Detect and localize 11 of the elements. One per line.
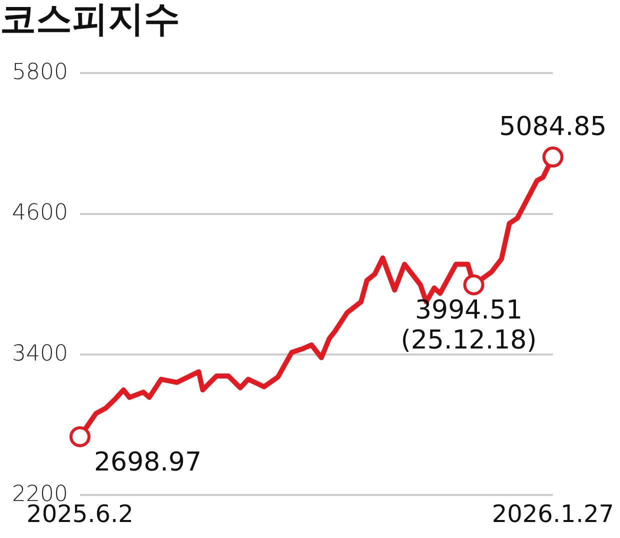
y-tick-label: 3400: [12, 341, 68, 366]
annotation: 5084.85: [499, 112, 607, 142]
y-tick-label: 5800: [12, 60, 68, 85]
x-tick-label: 2026.1.27: [492, 500, 614, 528]
point: [542, 146, 564, 168]
chart-title: 코스피지수: [0, 0, 180, 40]
point: [463, 274, 484, 296]
annotation: 3994.51 (25.12.18): [400, 296, 537, 356]
y-tick-label: 4600: [12, 200, 68, 226]
point: [69, 426, 90, 448]
annotation: 2698.97: [94, 447, 202, 478]
